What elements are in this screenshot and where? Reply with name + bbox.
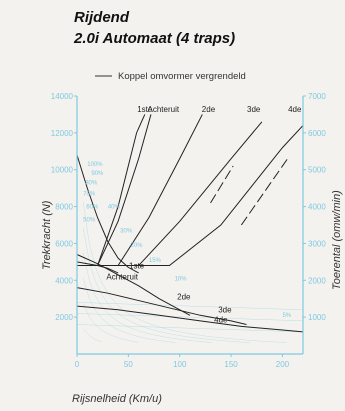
efficiency-label: 50% bbox=[83, 217, 96, 223]
gear-label-top: 3de bbox=[247, 105, 261, 114]
traction-curve-4de bbox=[76, 305, 304, 333]
y-left-tick-label: 4000 bbox=[55, 276, 73, 285]
y-right-tick-label: 3000 bbox=[308, 239, 326, 248]
locked-curve-4de bbox=[240, 158, 289, 226]
traction-curve-2de bbox=[76, 254, 191, 316]
x-tick-label: 100 bbox=[173, 360, 187, 369]
efficiency-label: 60% bbox=[86, 204, 99, 210]
y-right-tick-label: 1000 bbox=[308, 313, 326, 322]
gear-label-curve: 3de bbox=[218, 306, 232, 315]
y-left-tick-label: 8000 bbox=[55, 203, 73, 212]
chart-title: Rijdend bbox=[74, 9, 129, 26]
x-tick-label: 50 bbox=[124, 360, 133, 369]
gear-label-top: 1ste bbox=[137, 105, 153, 114]
y-left-tick-label: 12000 bbox=[51, 129, 74, 138]
gear-label-curve: Achteruit bbox=[106, 272, 138, 281]
gear-labels: 1ste1steAchteruitAchteruit2de2de3de3de4d… bbox=[83, 105, 302, 325]
gear-label-curve: 1ste bbox=[129, 261, 145, 270]
traction-curve-3de bbox=[76, 287, 247, 326]
rpm-baseline bbox=[76, 313, 304, 322]
efficiency-curve bbox=[82, 227, 250, 343]
grid-lines bbox=[76, 201, 304, 343]
efficiency-label: 70% bbox=[83, 192, 96, 198]
y-right-tick-label: 2000 bbox=[308, 276, 326, 285]
efficiency-label: 5% bbox=[282, 313, 291, 319]
y-axis-title-left: Trekkracht (N) bbox=[41, 200, 53, 270]
locked-curve-3de bbox=[210, 165, 234, 204]
x-tick-label: 150 bbox=[224, 360, 238, 369]
efficiency-label: 10% bbox=[175, 276, 188, 282]
rpm-baseline bbox=[76, 302, 304, 311]
efficiency-curve bbox=[82, 252, 213, 343]
efficiency-label: 20% bbox=[130, 243, 143, 249]
efficiency-curve bbox=[82, 328, 102, 343]
rpm-curve-4de bbox=[77, 125, 304, 267]
y-left-tick-label: 14000 bbox=[51, 92, 74, 101]
y-left-tick-label: 2000 bbox=[55, 313, 73, 322]
efficiency-label: 15% bbox=[149, 258, 162, 264]
gear-label-top: 2de bbox=[202, 105, 216, 114]
y-left-tick-label: 10000 bbox=[51, 166, 74, 175]
chart-subtitle: 2.0i Automaat (4 traps) bbox=[74, 30, 236, 47]
gear-label-curve: 4de bbox=[214, 316, 228, 325]
y-right-tick-label: 4000 bbox=[308, 203, 326, 212]
y-right-tick-label: 5000 bbox=[308, 166, 326, 175]
efficiency-label: 30% bbox=[120, 228, 133, 234]
efficiency-curve bbox=[82, 277, 176, 343]
efficiency-label: 40% bbox=[108, 204, 121, 210]
curves bbox=[76, 114, 304, 333]
gear-label-top: 4de bbox=[288, 105, 302, 114]
x-axis-title: Rijsnelheid (Km/u) bbox=[72, 393, 162, 405]
efficiency-curve bbox=[82, 201, 287, 343]
y-left-tick-label: 6000 bbox=[55, 239, 73, 248]
efficiency-label: 90% bbox=[91, 171, 104, 177]
y-axis-title-right: Toerental (omw/min) bbox=[331, 190, 343, 290]
efficiency-label: 100% bbox=[87, 162, 103, 168]
x-tick-label: 0 bbox=[75, 360, 80, 369]
gear-label-top: Achteruit bbox=[148, 105, 180, 114]
gear-label-curve: 2de bbox=[177, 293, 191, 302]
traction-curve-1ste bbox=[76, 154, 139, 274]
y-right-tick-label: 6000 bbox=[308, 129, 326, 138]
tick-labels: 0 50 100 150 200 2000 4000 6000 8000 10000 12000 14… bbox=[51, 92, 327, 369]
y-right-tick-label: 7000 bbox=[308, 92, 326, 101]
efficiency-curve bbox=[82, 303, 139, 343]
x-tick-label: 200 bbox=[276, 360, 290, 369]
rpm-baseline bbox=[76, 324, 304, 333]
efficiency-label: 80% bbox=[85, 180, 98, 186]
legend: Koppel omvormer vergrendeld bbox=[95, 71, 246, 82]
legend-text: Koppel omvormer vergrendeld bbox=[118, 71, 246, 82]
